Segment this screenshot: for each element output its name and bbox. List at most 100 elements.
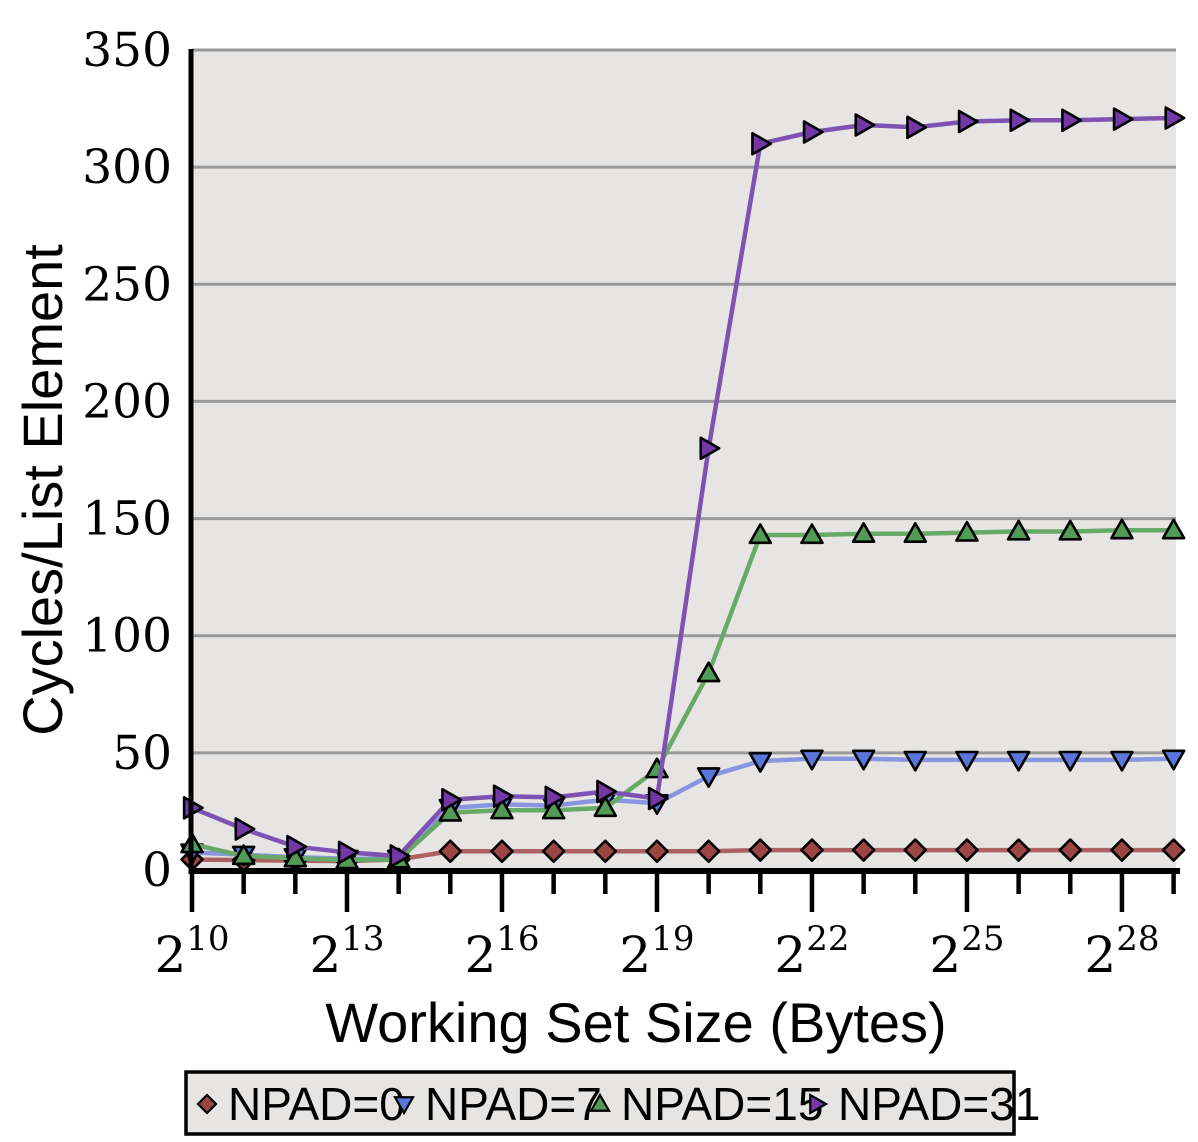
marker-NPAD=0-2^17: [541, 839, 566, 864]
marker-NPAD=0-2^29: [1161, 838, 1186, 862]
marker-NPAD=31-2^28: [1112, 107, 1134, 131]
legend-label: NPAD=31: [838, 1078, 1040, 1130]
legend-marker-triangle-up-icon: [589, 1092, 611, 1112]
marker-NPAD=0-2^24: [903, 838, 928, 862]
marker-NPAD=7-2^27: [1058, 750, 1083, 772]
x-tick-label-2^16: 216: [464, 919, 539, 984]
marker-NPAD=15-2^18: [593, 796, 618, 818]
marker-NPAD=31-2^22: [802, 120, 824, 144]
legend-marker-triangle-down-icon: [393, 1096, 415, 1116]
x-tick-label-2^19: 219: [619, 919, 694, 984]
marker-NPAD=7-2^21: [748, 751, 773, 773]
x-tick-label-2^28: 228: [1084, 919, 1159, 984]
marker-NPAD=31-2^27: [1061, 108, 1083, 133]
marker-NPAD=15-2^27: [1058, 519, 1083, 541]
y-axis-title: Cycles/List Element: [11, 244, 74, 736]
marker-NPAD=7-2^20: [696, 767, 721, 789]
marker-NPAD=31-2^25: [957, 109, 979, 134]
legend-item-npad-7: NPAD=7: [393, 1078, 602, 1130]
marker-NPAD=31-2^11: [234, 817, 256, 841]
marker-NPAD=31-2^18: [596, 779, 618, 804]
marker-NPAD=31-2^13: [337, 840, 359, 865]
plot-area: [192, 50, 1176, 870]
x-axis-tick-labels: 210 213 216 219 222 225 228: [154, 919, 1159, 984]
marker-NPAD=7-2^28: [1110, 750, 1134, 772]
marker-NPAD=15-2^25: [955, 520, 979, 542]
marker-NPAD=31-2^14: [389, 844, 411, 868]
marker-NPAD=15-2^17: [541, 798, 566, 820]
marker-NPAD=0-2^22: [800, 838, 824, 862]
marker-NPAD=0-2^28: [1110, 838, 1134, 862]
marker-NPAD=31-2^21: [751, 131, 773, 156]
legend-label: NPAD=15: [621, 1078, 823, 1130]
x-tick-label-2^10: 210: [154, 919, 229, 984]
marker-NPAD=31-2^29: [1164, 106, 1186, 130]
marker-NPAD=0-2^25: [955, 838, 979, 862]
legend-label: NPAD=7: [425, 1078, 602, 1130]
series-lines: [180, 106, 1186, 873]
marker-NPAD=15-2^28: [1110, 518, 1134, 540]
marker-NPAD=15-2^11: [231, 844, 256, 866]
series-npad-31: [182, 106, 1186, 868]
x-tick-label-2^22: 222: [774, 919, 849, 984]
marker-NPAD=7-2^26: [1006, 750, 1031, 772]
marker-NPAD=15-2^29: [1161, 518, 1186, 540]
marker-NPAD=7-2^24: [903, 750, 928, 772]
marker-NPAD=0-2^26: [1006, 838, 1031, 862]
marker-NPAD=15-2^22: [800, 523, 824, 545]
y-tick-label-250: 250: [82, 257, 172, 312]
y-tick-label-0: 0: [142, 843, 172, 898]
marker-NPAD=15-2^23: [851, 521, 876, 543]
legend-label: NPAD=0: [228, 1078, 405, 1130]
marker-NPAD=0-2^18: [593, 839, 618, 864]
marker-NPAD=15-2^20: [696, 661, 721, 683]
legend-item-npad-0: NPAD=0: [196, 1078, 405, 1130]
x-axis-ticks: [189, 873, 1176, 912]
legend-marker-triangle-right-icon: [809, 1093, 829, 1115]
marker-NPAD=31-2^17: [544, 785, 566, 810]
marker-NPAD=0-2^21: [748, 838, 773, 862]
marker-NPAD=31-2^19: [647, 786, 669, 811]
legend-item-npad-31: NPAD=31: [809, 1078, 1040, 1130]
marker-NPAD=31-2^15: [441, 787, 463, 812]
marker-NPAD=31-2^23: [854, 113, 876, 137]
marker-NPAD=7-2^22: [800, 749, 824, 771]
y-tick-label-300: 300: [82, 140, 172, 195]
marker-NPAD=7-2^29: [1161, 749, 1186, 771]
marker-NPAD=15-2^24: [903, 521, 928, 543]
gridlines: [192, 48, 1176, 755]
y-tick-label-150: 150: [82, 492, 172, 547]
line-NPAD=15: [191, 528, 1174, 863]
marker-NPAD=7-2^23: [851, 749, 876, 771]
marker-NPAD=31-2^20: [699, 436, 721, 461]
marker-NPAD=31-2^12: [286, 834, 308, 859]
x-tick-label-2^25: 225: [929, 919, 1004, 984]
y-tick-label-200: 200: [82, 374, 172, 429]
marker-NPAD=7-2^25: [955, 750, 979, 772]
marker-NPAD=0-2^15: [438, 839, 463, 864]
series-npad-15: [180, 518, 1186, 870]
legend-item-npad-15: NPAD=15: [589, 1078, 823, 1130]
marker-NPAD=0-2^19: [645, 839, 669, 864]
marker-NPAD=31-2^16: [492, 784, 514, 809]
marker-NPAD=0-2^16: [490, 839, 514, 864]
marker-NPAD=15-2^21: [748, 523, 773, 545]
y-tick-label-350: 350: [82, 23, 172, 78]
marker-NPAD=15-2^16: [490, 798, 514, 820]
x-axis-title: Working Set Size (Bytes): [325, 991, 946, 1054]
marker-NPAD=0-2^20: [696, 839, 721, 864]
marker-NPAD=15-2^15: [438, 800, 463, 822]
axes: [188, 49, 1180, 874]
marker-NPAD=31-2^24: [906, 115, 928, 140]
x-tick-label-2^13: 213: [309, 919, 384, 984]
marker-NPAD=0-2^27: [1058, 838, 1083, 862]
marker-NPAD=15-2^26: [1006, 519, 1031, 541]
marker-NPAD=31-2^26: [1009, 108, 1031, 133]
y-axis-tick-labels: 0 50 100 150 200 250 300 350: [82, 23, 172, 898]
y-tick-label-100: 100: [82, 609, 172, 664]
y-tick-label-50: 50: [112, 726, 172, 781]
legend-marker-diamond-icon: [196, 1093, 218, 1115]
marker-NPAD=0-2^23: [851, 838, 876, 862]
